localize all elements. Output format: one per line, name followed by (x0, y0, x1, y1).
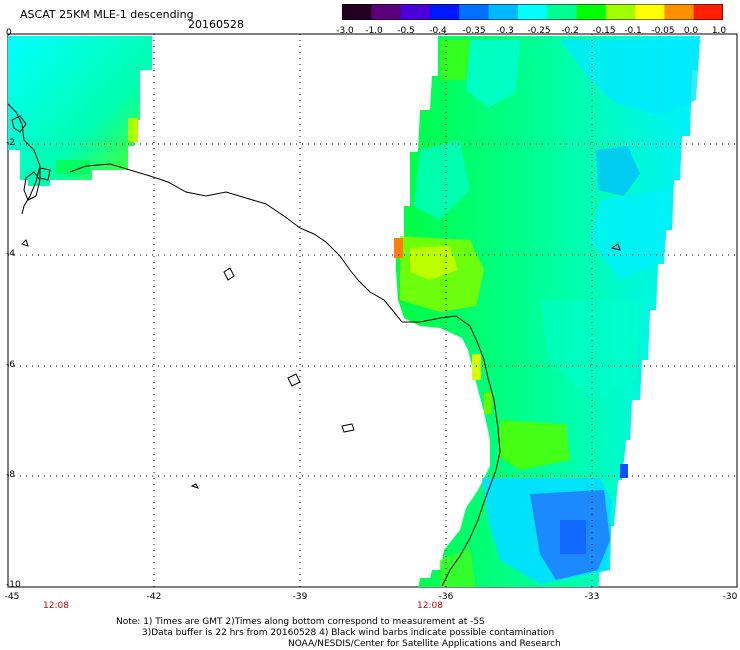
island-small (190, 483, 199, 489)
x-tick-label: -33 (584, 592, 600, 602)
swath-green-patch (440, 548, 476, 587)
swath-blue-pixel (620, 464, 628, 478)
colorbar-swatch (547, 4, 577, 20)
wind-data-layer (8, 36, 700, 587)
y-tick-label: -4 (6, 249, 15, 259)
date-label: 20160528 (188, 18, 244, 31)
island-small (21, 239, 29, 247)
colorbar-swatch (605, 4, 636, 20)
colorbar-swatch (342, 4, 372, 20)
swath-blue-patch (596, 146, 640, 196)
y-tick-label: -10 (6, 580, 21, 590)
coastline-main (69, 163, 501, 587)
colorbar-swatch (400, 4, 431, 20)
swath-green-patch (440, 40, 470, 80)
island-small (11, 115, 27, 133)
colorbar-label: -0.5 (397, 26, 415, 36)
y-tick-label: -8 (6, 470, 15, 480)
x-tick-label: -36 (438, 592, 454, 602)
swath-cyan-patch (414, 140, 470, 220)
colorbar-label: -0.35 (462, 26, 486, 36)
colorbar-label: -0.15 (592, 26, 616, 36)
swath-cyan-patch (590, 190, 670, 280)
coastline-amazon-delta (7, 103, 41, 215)
swath-green-patch (498, 420, 570, 470)
swath-blue-core (560, 520, 586, 554)
grid-lines (8, 34, 737, 587)
island-small (610, 243, 621, 251)
colorbar-swatch (371, 4, 402, 20)
colorbar-label: -0.25 (527, 26, 551, 36)
colorbar-swatch (693, 4, 723, 20)
time-label: 12:08 (43, 601, 69, 611)
colorbar-label: -0.4 (429, 26, 447, 36)
x-tick-label: -30 (722, 592, 738, 602)
x-tick-label: -42 (146, 592, 162, 602)
swath-cyan-patch (466, 40, 520, 108)
y-tick-label: -6 (6, 360, 15, 370)
x-tick-label: -45 (4, 592, 20, 602)
colorbar-label: 1.0 (711, 26, 727, 36)
y-tick-label: -2 (6, 138, 15, 148)
left-swath-green-patch (56, 160, 90, 174)
swath-cyan-patch (540, 300, 640, 400)
colorbar-label: 0.0 (683, 26, 699, 36)
colorbar-swatch (459, 4, 490, 20)
colorbar-swatch (664, 4, 695, 20)
island-small (39, 167, 51, 181)
credit-line: NOAA/NESDIS/Center for Satellite Applica… (288, 639, 561, 649)
note-line-1: Note: 1) Times are GMT 2)Times along bot… (116, 617, 485, 627)
left-swath-green-patch (128, 118, 138, 142)
colorbar-swatch (488, 4, 519, 20)
note-line-2: 3)Data buffer is 22 hrs from 20160528 4)… (142, 628, 555, 638)
swath-yellow-pixel (472, 354, 481, 380)
color-scale-bar (342, 4, 723, 20)
y-tick-label: 0 (6, 28, 12, 38)
colorbar-swatch (576, 4, 607, 20)
colorbar-swatch (517, 4, 548, 20)
island-small (341, 423, 355, 433)
colorbar-label: -0.2 (561, 26, 579, 36)
swath-cyan-patch (560, 40, 700, 116)
island-small (287, 373, 301, 387)
coastline (7, 103, 621, 587)
colorbar-swatch (635, 4, 665, 20)
colorbar-label: -3.0 (336, 26, 354, 36)
colorbar-label: -1.0 (365, 26, 383, 36)
product-title: ASCAT 25KM MLE-1 descending (20, 8, 194, 21)
x-tick-label: -39 (292, 592, 308, 602)
time-label: 12:08 (417, 601, 443, 611)
colorbar-label: -0.05 (651, 26, 675, 36)
left-swath (8, 36, 152, 186)
colorbar-label: -0.3 (496, 26, 514, 36)
colorbar-label: -0.1 (624, 26, 642, 36)
swath-orange-pixel (394, 238, 403, 258)
island-small (223, 267, 235, 281)
island-marajo (23, 171, 41, 201)
colorbar-swatch (429, 4, 460, 20)
swath-green-pixel (484, 392, 492, 414)
